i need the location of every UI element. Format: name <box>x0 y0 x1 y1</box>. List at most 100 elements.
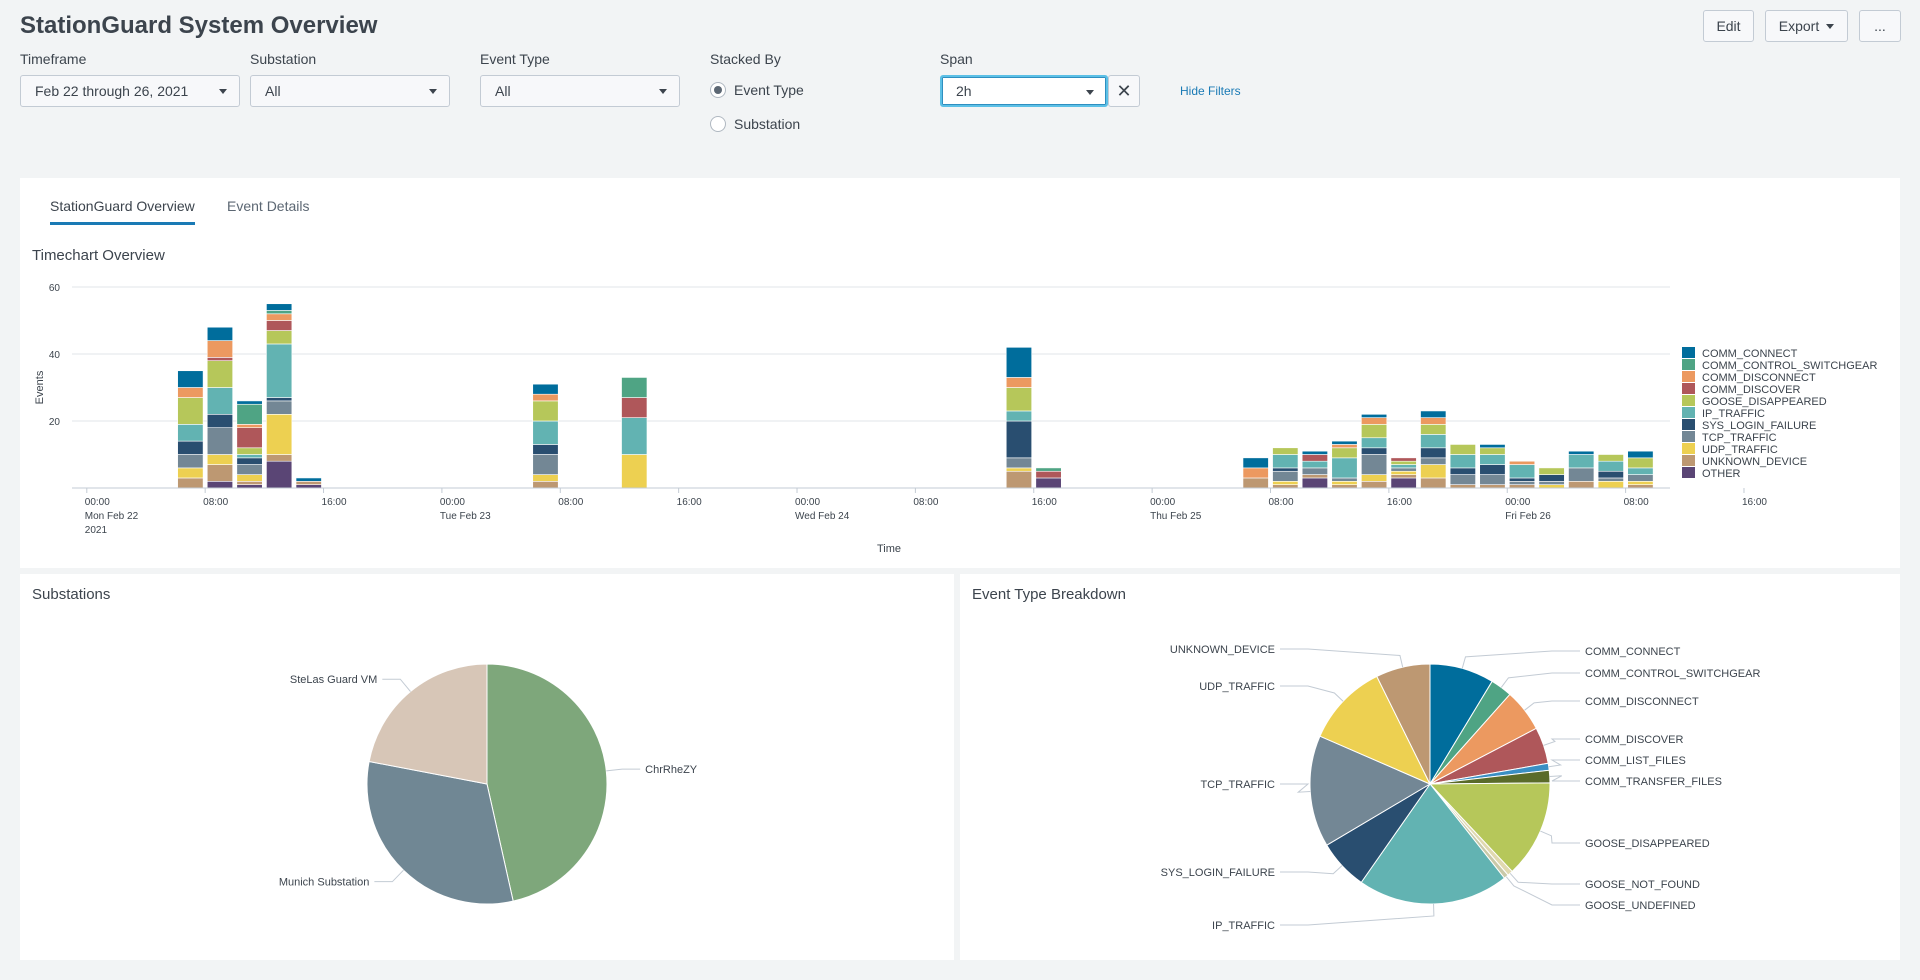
bar-segment-other <box>1035 477 1062 489</box>
bar-segment-comm-control-switchgear <box>1035 467 1062 472</box>
bar-segment-sys-login-failure <box>1420 447 1447 459</box>
bar-segment-comm-control-switchgear <box>266 310 293 315</box>
bar-segment-goose-disappeared <box>1390 460 1417 465</box>
bar-segment-comm-connect <box>1301 450 1328 455</box>
pie-leader-line <box>1280 648 1404 668</box>
bar-segment-tcp-traffic <box>1479 474 1506 485</box>
pie-leader-line <box>1548 759 1580 768</box>
clear-span-button[interactable]: ✕ <box>1108 75 1140 107</box>
timechart-grid <box>72 286 1670 422</box>
bar-segment-sys-login-failure <box>1005 420 1032 459</box>
pie-label-goose-undefined: GOOSE_UNDEFINED <box>1585 900 1696 912</box>
pie-slice-tcp-traffic <box>1309 735 1432 846</box>
bar-segment-tcp-traffic <box>1331 477 1358 482</box>
event-type-select[interactable]: All <box>480 75 680 107</box>
bar-segment-tcp-traffic <box>1449 474 1476 485</box>
pie-label-udp-traffic: UDP_TRAFFIC <box>1199 681 1275 693</box>
bar-segment-unknown-device <box>1272 484 1299 489</box>
x-tick-label: 08:00 <box>1624 497 1649 508</box>
radio-substation[interactable]: Substation <box>710 116 800 132</box>
bar-segment-comm-connect <box>1420 410 1447 418</box>
hide-filters-link[interactable]: Hide Filters <box>1180 84 1241 98</box>
bar-segment-comm-disconnect <box>1509 460 1536 465</box>
tab-stationguard-overview[interactable]: StationGuard Overview <box>50 198 195 225</box>
edit-button[interactable]: Edit <box>1703 10 1754 42</box>
pie-label-comm-list-files: COMM_LIST_FILES <box>1585 755 1686 767</box>
bar-segment-udp-traffic <box>1361 474 1388 482</box>
bar-segment-comm-discover <box>1390 457 1417 462</box>
x-tick-label: 00:00 <box>85 497 110 508</box>
bar-segment-tcp-traffic <box>177 454 204 469</box>
more-actions-button[interactable]: ... <box>1859 10 1901 42</box>
bar-segment-comm-connect <box>1331 440 1358 445</box>
radio-unselected-indicator <box>710 116 726 132</box>
x-axis-label: Time <box>877 543 901 555</box>
pie-leader-line <box>1549 775 1580 782</box>
legend-swatch-unknown-device <box>1682 455 1695 466</box>
bar-segment-unknown-device <box>206 464 233 482</box>
substation-select[interactable]: All <box>250 75 450 107</box>
radio-event-type[interactable]: Event Type <box>710 82 804 98</box>
bar-segment-ip-traffic <box>266 343 293 398</box>
pie-leader-line <box>1500 672 1580 688</box>
export-button[interactable]: Export <box>1765 10 1848 42</box>
chevron-down-icon <box>659 89 667 94</box>
bar-segment-udp-traffic <box>1597 481 1624 489</box>
x-tick-label: 00:00 <box>1505 497 1530 508</box>
x-tick-label: 00:00 <box>795 497 820 508</box>
bar-segment-ip-traffic <box>1627 467 1654 475</box>
x-tick-label: 16:00 <box>1742 497 1767 508</box>
bar-segment-goose-disappeared <box>177 397 204 425</box>
legend-swatch-ip-traffic <box>1682 407 1695 418</box>
pie-label-munich-substation: Munich Substation <box>279 877 370 889</box>
bar-segment-sys-login-failure <box>206 414 233 429</box>
bar-segment-ip-traffic <box>1361 437 1388 449</box>
x-tick-label: Wed Feb 24 <box>795 511 850 522</box>
bar-segment-goose-disappeared <box>1597 454 1624 462</box>
close-icon: ✕ <box>1116 80 1132 101</box>
bar-segment-goose-disappeared <box>236 447 263 455</box>
chevron-down-icon <box>1086 90 1094 95</box>
radio-selected-indicator <box>710 82 726 98</box>
legend-label-other: OTHER <box>1702 468 1741 480</box>
pie-slice-chrrhezy <box>486 663 608 902</box>
pie-leader-line <box>1524 700 1580 711</box>
bar-segment-comm-discover <box>1035 470 1062 479</box>
timeframe-picker[interactable]: Feb 22 through 26, 2021 <box>20 75 240 107</box>
bar-segment-ip-traffic <box>1331 457 1358 479</box>
bar-segment-ip-traffic <box>206 387 233 415</box>
bar-segment-sys-login-failure <box>236 457 263 465</box>
pie-label-comm-transfer-files: COMM_TRANSFER_FILES <box>1585 776 1722 788</box>
bar-segment-tcp-traffic <box>1301 467 1328 475</box>
y-axis-label: Events <box>34 370 46 404</box>
bar-segment-ip-traffic <box>1597 460 1624 472</box>
bar-segment-goose-disappeared <box>1538 467 1565 475</box>
pie-label-unknown-device: UNKNOWN_DEVICE <box>1170 644 1275 656</box>
bar-segment-ip-traffic <box>1449 454 1476 469</box>
bar-segment-udp-traffic <box>1420 464 1447 479</box>
pie-leader-line <box>1280 865 1343 875</box>
bar-segment-unknown-device <box>236 481 263 485</box>
span-select[interactable]: 2h <box>940 75 1108 107</box>
bar-segment-ip-traffic <box>1005 410 1032 422</box>
bar-segment-tcp-traffic <box>1361 454 1388 475</box>
x-tick-label: Thu Feb 25 <box>1150 511 1202 522</box>
bar-segment-goose-disappeared <box>1627 457 1654 469</box>
x-tick-label: 00:00 <box>440 497 465 508</box>
bar-segment-ip-traffic <box>621 417 648 455</box>
pie-slice-stelas-guard-vm <box>368 663 488 785</box>
bar-segment-unknown-device <box>1390 474 1417 479</box>
span-value: 2h <box>956 83 972 99</box>
bar-segment-goose-disappeared <box>1361 424 1388 439</box>
bar-segment-udp-traffic <box>1390 470 1417 475</box>
substation-value: All <box>265 83 281 99</box>
tab-event-details[interactable]: Event Details <box>227 198 310 214</box>
pie-leader-line <box>606 768 641 772</box>
event-type-pie-chart: COMM_CONNECT COMM_CONTROL_SWITCHGEAR COMM_… <box>1161 644 1761 932</box>
bar-segment-unknown-device <box>1331 484 1358 489</box>
y-tick-label: 20 <box>49 417 61 428</box>
bar-segment-udp-traffic <box>177 467 204 479</box>
bar-segment-comm-connect <box>206 326 233 341</box>
legend-swatch-comm-disconnect <box>1682 371 1695 382</box>
bar-segment-sys-login-failure <box>1361 447 1388 455</box>
